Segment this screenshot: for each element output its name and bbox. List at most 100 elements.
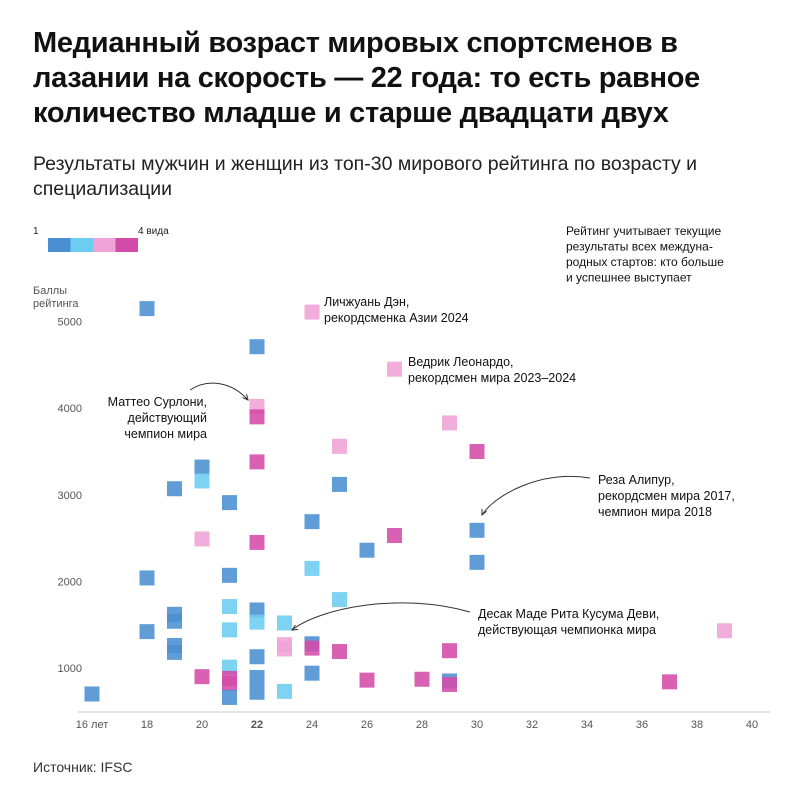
data-point <box>249 602 265 618</box>
annotation-label: Реза Алипур, <box>598 473 675 487</box>
x-tick-label: 38 <box>691 719 703 731</box>
legend-swatch <box>48 238 71 252</box>
data-point <box>304 304 320 320</box>
data-point <box>249 649 265 665</box>
data-point <box>222 622 237 638</box>
data-point <box>222 599 237 615</box>
chart-title: Медианный возраст мировых спортсменов в … <box>33 27 700 129</box>
data-point <box>359 672 375 688</box>
y-tick-label: 2000 <box>58 576 82 588</box>
data-point <box>332 644 347 660</box>
y-tick-label: 3000 <box>58 490 82 502</box>
x-tick-label: 40 <box>746 719 758 731</box>
y-tick-label: 4000 <box>58 403 82 415</box>
legend-swatch <box>93 238 116 252</box>
x-tick-label: 36 <box>636 719 648 731</box>
legend-max-label: 4 вида <box>138 226 169 237</box>
data-point <box>249 614 265 630</box>
annotation-leader <box>291 602 471 631</box>
data-point <box>194 669 210 685</box>
data-point <box>469 522 485 538</box>
data-point <box>277 641 292 657</box>
x-tick-label: 28 <box>416 719 428 731</box>
data-point <box>84 686 100 702</box>
source-note: Источник: IFSC <box>33 759 133 775</box>
data-point <box>222 689 237 705</box>
y-axis-label: рейтинга <box>33 298 79 310</box>
data-point <box>304 640 320 656</box>
x-tick-label: 20 <box>196 719 208 731</box>
x-tick-label: 16 лет <box>76 719 109 731</box>
annotation-label: рекордсмен мира 2017, <box>598 489 735 503</box>
annotation-label: Ведрик Леонардо, <box>408 355 514 369</box>
data-point <box>139 570 155 586</box>
data-point <box>194 459 210 475</box>
data-point <box>387 361 402 377</box>
annotation-label: рекордсмен мира 2023–2024 <box>408 371 576 385</box>
data-point <box>222 495 237 511</box>
x-tick-label: 26 <box>361 719 373 731</box>
data-point <box>249 339 265 355</box>
y-tick-label: 5000 <box>58 317 82 329</box>
x-tick-label: 24 <box>306 719 318 731</box>
y-axis-label: Баллы <box>33 285 67 297</box>
data-point <box>304 665 320 681</box>
data-point <box>442 415 457 431</box>
y-tick-label: 1000 <box>58 663 82 675</box>
data-point <box>359 542 375 558</box>
x-tick-label: 34 <box>581 719 593 731</box>
data-point <box>332 592 347 608</box>
annotation-label: Десак Маде Рита Кусума Деви, <box>478 607 659 621</box>
data-point <box>167 644 182 660</box>
annotation-label: действующая чемпионка мира <box>478 623 656 637</box>
x-tick-label: 32 <box>526 719 538 731</box>
data-point <box>222 567 237 583</box>
data-point <box>249 534 265 550</box>
data-point <box>304 514 320 530</box>
legend-min-label: 1 <box>33 226 39 237</box>
data-point <box>194 473 210 489</box>
rating-note: родных стартов: кто больше <box>566 255 724 269</box>
data-point <box>469 554 485 570</box>
data-point <box>139 301 155 317</box>
data-point <box>277 683 292 699</box>
annotation-leader <box>189 382 249 401</box>
data-point <box>469 444 485 459</box>
annotation-label: чемпион мира 2018 <box>598 505 712 519</box>
data-point <box>249 454 265 470</box>
rating-note: и успешнее выступает <box>566 271 692 285</box>
data-point <box>222 659 237 675</box>
rating-note: Рейтинг учитывает текущие <box>566 224 721 238</box>
annotation-arrowhead <box>291 624 299 631</box>
data-point <box>442 643 457 659</box>
data-point <box>277 615 292 631</box>
data-point <box>442 676 457 692</box>
data-point <box>717 623 732 639</box>
data-point <box>249 684 265 700</box>
data-point <box>662 674 677 690</box>
annotation-label: действующий <box>128 411 207 425</box>
data-point <box>222 676 237 692</box>
data-point <box>387 528 402 544</box>
x-tick-label: 30 <box>471 719 483 731</box>
data-point <box>139 624 155 640</box>
chart-subtitle: Результаты мужчин и женщин из топ-30 мир… <box>33 153 698 200</box>
data-point <box>167 481 182 497</box>
annotation-arrowhead <box>242 394 249 401</box>
x-tick-label: 22 <box>251 719 263 731</box>
data-point <box>332 476 347 492</box>
rating-note: результаты всех междуна- <box>566 240 713 254</box>
data-point <box>249 409 265 425</box>
annotation-leader <box>481 476 591 516</box>
annotation-label: Маттео Сурлони, <box>108 395 207 409</box>
data-point <box>332 438 347 454</box>
annotation-label: Личжуань Дэн, <box>324 295 409 309</box>
data-point <box>414 671 430 687</box>
data-point <box>194 531 210 547</box>
annotation-label: чемпион мира <box>124 427 207 441</box>
data-point <box>167 613 182 629</box>
data-point <box>249 670 265 686</box>
data-point <box>304 560 320 576</box>
annotation-arrowhead <box>481 508 487 517</box>
